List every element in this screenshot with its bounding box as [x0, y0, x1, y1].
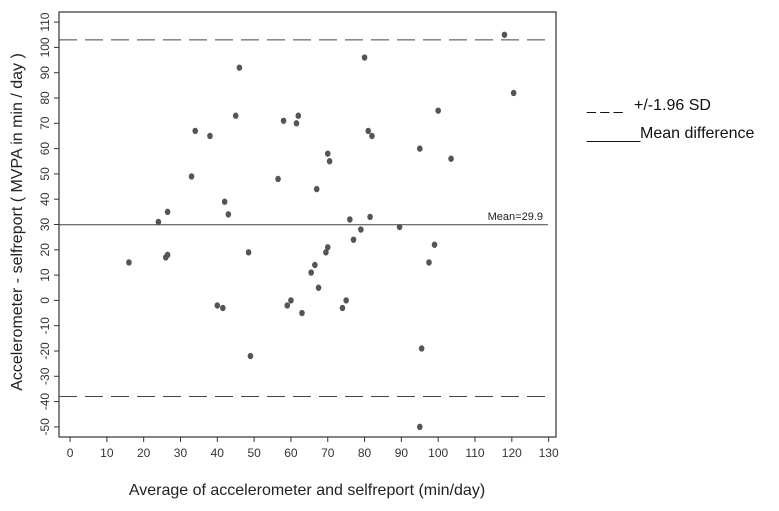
data-point [126, 259, 132, 266]
x-tick-label: 130 [539, 446, 559, 460]
data-point [275, 175, 281, 183]
data-point [323, 249, 329, 256]
data-point [324, 150, 331, 157]
data-point [295, 112, 302, 119]
x-tick-label: 20 [137, 446, 151, 460]
y-tick-label: 40 [38, 192, 52, 206]
data-point [164, 251, 171, 259]
x-tick-label: 60 [284, 446, 298, 460]
data-point [284, 302, 291, 309]
x-tick-label: 50 [247, 446, 261, 460]
y-tick-label: -30 [38, 367, 52, 385]
data-point [350, 236, 357, 243]
legend-symbol-sd: _ _ _ [586, 97, 624, 114]
data-point [315, 284, 322, 291]
data-point [214, 302, 221, 309]
data-point [326, 158, 333, 165]
data-point [501, 31, 508, 38]
y-tick-label: 70 [38, 116, 52, 130]
data-point [293, 120, 300, 127]
y-tick-label: 30 [38, 218, 52, 232]
legend-symbol-mean: ______ [586, 126, 641, 143]
data-point [343, 297, 349, 304]
x-tick-label: 120 [502, 446, 522, 460]
x-axis-title: Average of accelerometer and selfreport … [129, 482, 485, 499]
data-point [232, 112, 239, 119]
data-point [361, 54, 368, 61]
data-point [220, 304, 226, 312]
data-point [416, 423, 423, 431]
reference-lines [59, 39, 548, 398]
data-point [288, 297, 294, 304]
data-point [431, 241, 438, 248]
data-point [369, 132, 375, 140]
data-point [247, 352, 254, 360]
x-axis-ticks: 0 10 20 30 40 50 60 70 80 90 100 110 120 130 [67, 437, 559, 460]
data-point [299, 309, 305, 317]
y-axis-ticks: -50 -40 -30 -20 -10 0 10 20 30 40 50 60 70 80 90 100 110 [38, 12, 59, 436]
x-tick-label: 90 [395, 446, 409, 460]
data-point [435, 107, 441, 114]
data-point [416, 145, 423, 152]
data-point [207, 132, 213, 140]
data-point [312, 261, 318, 269]
y-tick-label: 100 [38, 37, 52, 57]
data-point [225, 211, 232, 218]
legend-label-mean: Mean difference [640, 125, 755, 142]
data-point [358, 226, 364, 233]
data-point [155, 218, 162, 226]
data-point [221, 198, 228, 205]
data-point [365, 127, 372, 135]
x-tick-label: 70 [321, 446, 335, 460]
data-point [313, 185, 320, 193]
mean-difference-label: Mean=29.9 [488, 211, 543, 223]
y-axis-title: Accelerometer - selfreport ( MVPA in min… [9, 53, 26, 391]
y-tick-label: 90 [38, 66, 52, 80]
data-point [164, 208, 171, 216]
data-point [245, 249, 252, 256]
x-tick-label: 0 [67, 446, 74, 460]
x-tick-label: 80 [358, 446, 372, 460]
y-tick-label: 0 [38, 297, 52, 304]
data-point [192, 127, 199, 135]
data-point [510, 89, 517, 97]
data-point [236, 64, 243, 71]
y-tick-label: 60 [38, 142, 52, 156]
data-point [280, 117, 287, 124]
data-point [418, 345, 425, 352]
x-tick-label: 10 [100, 446, 114, 460]
data-point [448, 155, 454, 162]
y-tick-label: -50 [38, 418, 52, 436]
y-tick-label: 20 [38, 243, 52, 257]
x-tick-label: 100 [428, 446, 448, 460]
x-tick-label: 40 [211, 446, 225, 460]
y-tick-label: 80 [38, 91, 52, 105]
y-tick-label: 50 [38, 167, 52, 181]
y-tick-label: 10 [38, 268, 52, 282]
legend-label-sd: +/-1.96 SD [634, 97, 711, 114]
data-point [367, 213, 373, 221]
x-tick-label: 110 [465, 446, 484, 460]
y-tick-label: -20 [38, 342, 52, 360]
data-point [426, 259, 432, 266]
data-points [126, 31, 517, 431]
data-point [339, 304, 346, 312]
data-point [324, 244, 331, 251]
y-tick-label: 110 [38, 12, 52, 31]
data-point [308, 269, 314, 276]
data-point [347, 216, 353, 223]
legend: _ _ _ +/-1.96 SD ______ Mean difference [586, 97, 755, 143]
data-point [396, 223, 403, 231]
y-tick-label: -40 [38, 393, 52, 411]
x-tick-label: 30 [174, 446, 188, 460]
y-tick-label: -10 [38, 317, 52, 335]
data-point [188, 173, 195, 180]
